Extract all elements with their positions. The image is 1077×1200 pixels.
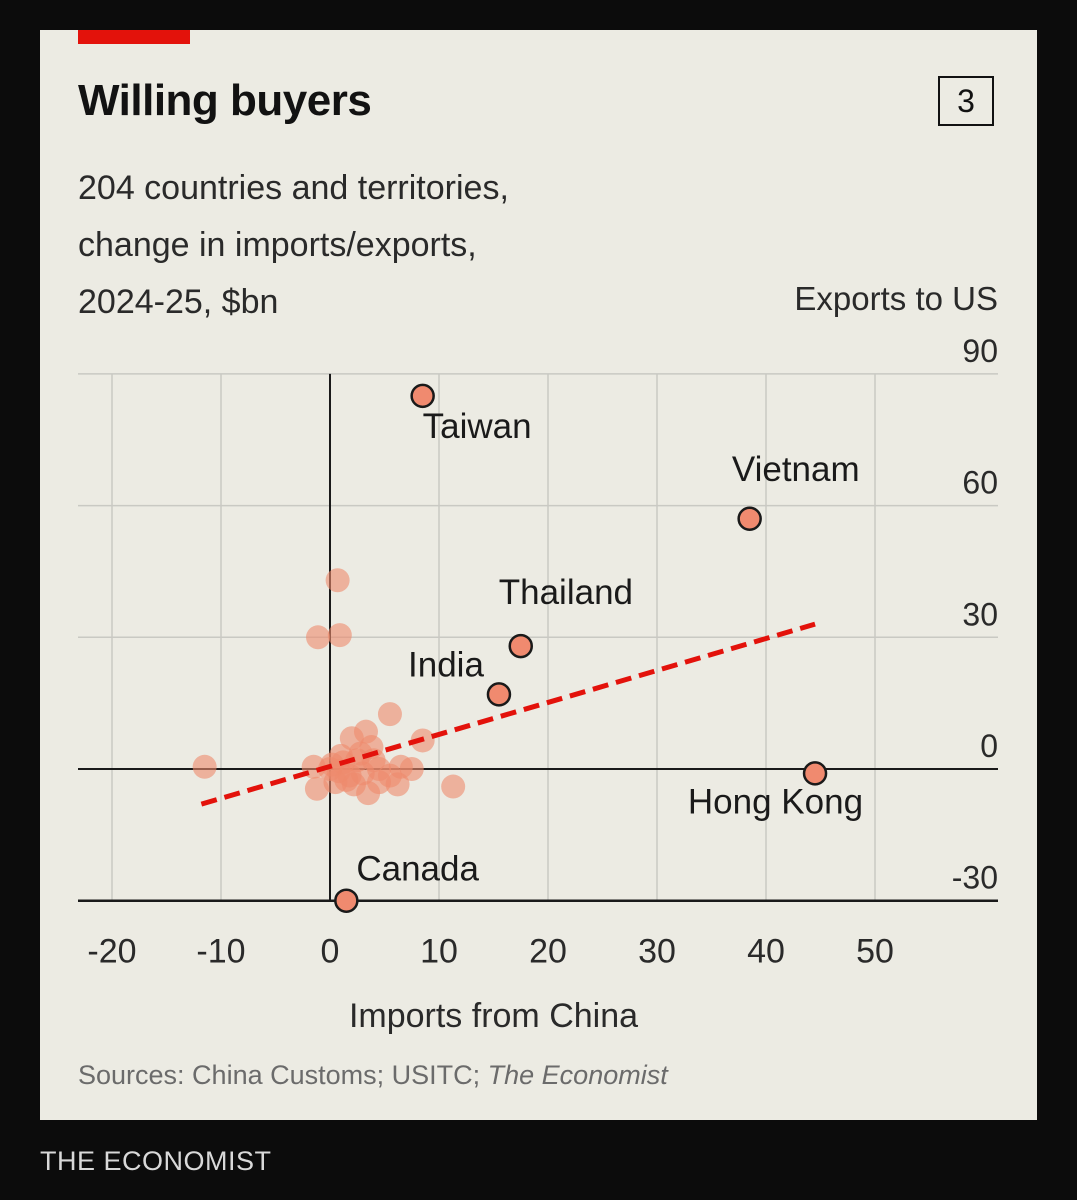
scatter-point bbox=[325, 568, 350, 593]
chart-card: Willing buyers 3 204 countries and terri… bbox=[40, 30, 1037, 1120]
subtitle-line: 2024-25, $bn bbox=[78, 283, 279, 321]
scatter-chart: -30 0 30 60 90 -20 -10 0 10 20 30 40 50 Exports to US… bbox=[78, 280, 998, 1035]
scatter-point bbox=[306, 625, 331, 650]
x-tick-label: 10 bbox=[420, 933, 458, 971]
x-axis-label: Imports from China bbox=[349, 997, 638, 1035]
scatter-point bbox=[367, 770, 392, 795]
chart-title: Willing buyers bbox=[78, 76, 372, 125]
labeled-point bbox=[508, 633, 533, 659]
source-italic: The Economist bbox=[487, 1060, 668, 1090]
x-tick-label: 20 bbox=[529, 933, 567, 971]
scatter-point bbox=[192, 754, 217, 779]
trend-line bbox=[200, 621, 816, 807]
y-tick-label: 60 bbox=[962, 465, 998, 501]
source-prefix: Sources: China Customs; USITC; bbox=[78, 1060, 488, 1090]
point-label: Vietnam bbox=[732, 450, 860, 489]
chart-subtitle: 204 countries and territories, change in… bbox=[78, 160, 698, 331]
scatter-point bbox=[385, 772, 410, 797]
labeled-point bbox=[737, 506, 762, 532]
y-tick-label: 0 bbox=[980, 728, 998, 764]
source-note: Sources: China Customs; USITC; The Econo… bbox=[78, 1060, 668, 1091]
scatter-point bbox=[327, 623, 352, 648]
scatter-point bbox=[441, 774, 466, 799]
scatter-point bbox=[304, 776, 329, 801]
y-axis-label: Exports to US bbox=[794, 280, 998, 317]
x-tick-label: 30 bbox=[638, 933, 676, 971]
subtitle-line: change in imports/exports, bbox=[78, 226, 477, 264]
scatter-point bbox=[399, 757, 424, 781]
x-tick-label: 50 bbox=[856, 933, 894, 971]
x-tick-label: -10 bbox=[196, 933, 245, 971]
point-label: Canada bbox=[356, 850, 479, 889]
point-label: India bbox=[408, 645, 484, 684]
x-tick-label: -20 bbox=[87, 933, 136, 971]
point-label: Hong Kong bbox=[688, 782, 863, 821]
point-label: Thailand bbox=[499, 573, 633, 612]
y-tick-label: 90 bbox=[962, 333, 998, 369]
y-tick-label: 30 bbox=[962, 596, 998, 632]
chart-number-box: 3 bbox=[938, 76, 994, 126]
scatter-point bbox=[377, 702, 402, 727]
labeled-point bbox=[334, 888, 359, 913]
x-tick-label: 40 bbox=[747, 933, 785, 971]
y-tick-label: -30 bbox=[952, 860, 998, 896]
labeled-point bbox=[486, 682, 512, 707]
x-tick-label: 0 bbox=[321, 933, 340, 971]
footer-brand: THE ECONOMIST bbox=[40, 1146, 272, 1176]
brand-accent-bar bbox=[78, 30, 190, 44]
labeled-point bbox=[802, 761, 828, 786]
point-label: Taiwan bbox=[423, 407, 532, 446]
subtitle-line: 204 countries and territories, bbox=[78, 169, 509, 207]
labeled-point bbox=[410, 383, 435, 409]
